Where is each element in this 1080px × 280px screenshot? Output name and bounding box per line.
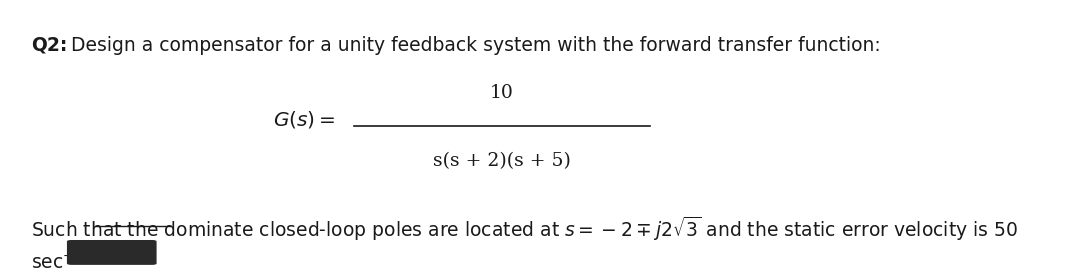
FancyBboxPatch shape [67,240,157,265]
Text: $\mathit{G}(s)=$: $\mathit{G}(s)=$ [273,109,336,130]
Text: 10: 10 [490,84,514,102]
Text: Design a compensator for a unity feedback system with the forward transfer funct: Design a compensator for a unity feedbac… [65,36,881,55]
Text: Q2:: Q2: [31,36,67,55]
Text: Such that the dominate closed-loop poles are located at $s = -2\mp j2\sqrt{3}$ a: Such that the dominate closed-loop poles… [31,215,1018,243]
Text: sec$^{-1}$: sec$^{-1}$ [31,252,83,273]
Text: s(s + 2)(s + 5): s(s + 2)(s + 5) [433,152,570,171]
